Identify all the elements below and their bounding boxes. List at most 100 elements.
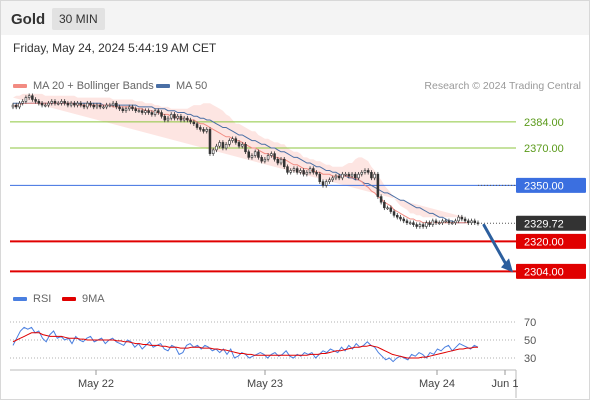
candle-body-1: [14, 104, 18, 108]
candle-body-88: [295, 168, 299, 173]
candle-body-31: [111, 102, 115, 106]
candle-body-91: [305, 172, 309, 175]
candle-body-142: [470, 220, 473, 224]
candle-body-15: [60, 101, 63, 104]
candle-body-117: [389, 207, 393, 212]
candle-body-74: [250, 155, 254, 158]
candle-body-94: [315, 172, 318, 175]
rsi-ma-legend-label: 9MA: [82, 293, 105, 305]
candle-body-56: [192, 121, 196, 125]
interval-badge[interactable]: 30 MIN: [52, 8, 105, 30]
candle-body-36: [127, 106, 131, 110]
candle-body-136: [450, 222, 454, 225]
candle-body-63: [215, 145, 218, 151]
candle-body-41: [144, 110, 147, 113]
candle-body-7: [34, 99, 37, 102]
candle-body-17: [66, 102, 70, 106]
rsi-tick-50: 50: [524, 335, 536, 347]
candle-body-99: [331, 177, 334, 181]
candle-body-78: [263, 158, 267, 162]
candle-body-96: [321, 181, 325, 186]
candle-body-47: [163, 115, 167, 121]
legend-ma50: MA 50: [156, 80, 207, 92]
candle-body-55: [189, 119, 192, 123]
candle-body-26: [95, 104, 99, 108]
candle-body-98: [328, 179, 331, 182]
key-level-label-3: 2320.00: [524, 236, 564, 248]
candle-body-93: [312, 168, 315, 173]
candle-body-58: [199, 127, 202, 130]
rsi-swatch: [13, 297, 27, 302]
candle-body-60: [205, 129, 209, 132]
candle-body-79: [266, 155, 270, 160]
candle-body-18: [69, 102, 73, 106]
key-level-label-2: 2350.00: [524, 180, 564, 192]
candle-body-29: [105, 104, 108, 108]
ma20-swatch: [13, 84, 27, 89]
header-bar: Gold 30 MIN: [1, 1, 589, 35]
candle-body-90: [302, 170, 305, 175]
candle-body-12: [50, 101, 54, 104]
candle-body-20: [76, 102, 79, 106]
candle-body-107: [357, 173, 360, 179]
candle-body-97: [324, 181, 328, 186]
candle-body-23: [86, 102, 89, 108]
candle-body-30: [108, 104, 112, 107]
x-tick-label-0: May 22: [78, 378, 114, 390]
candle-body-72: [244, 144, 247, 153]
key-level-label-0: 2384.00: [524, 117, 564, 129]
candle-body-19: [73, 102, 76, 106]
candle-body-52: [179, 115, 183, 121]
candle-body-134: [444, 220, 447, 223]
candle-body-102: [341, 173, 344, 179]
candle-body-135: [447, 220, 451, 224]
ma20-legend-label: MA 20 + Bollinger Bands: [33, 80, 154, 92]
candle-body-25: [92, 104, 95, 108]
candle-body-80: [270, 153, 273, 156]
candle-body-44: [153, 110, 157, 115]
candle-body-6: [31, 95, 34, 100]
candle-body-9: [40, 102, 44, 106]
candle-body-101: [337, 175, 341, 179]
x-tick-label-2: May 24: [419, 378, 455, 390]
candle-body-39: [137, 110, 141, 112]
candle-body-120: [399, 216, 402, 220]
candle-body-124: [412, 222, 415, 225]
candle-body-10: [44, 104, 47, 107]
candle-body-48: [166, 117, 170, 121]
candle-body-71: [241, 144, 244, 147]
candle-body-68: [231, 138, 234, 141]
candle-body-139: [460, 216, 464, 220]
candle-body-105: [350, 173, 354, 177]
candle-body-129: [428, 222, 431, 225]
candle-body-33: [118, 106, 121, 110]
candle-body-45: [157, 110, 160, 113]
candle-body-140: [463, 218, 467, 222]
candle-body-103: [344, 173, 347, 176]
candle-body-24: [89, 102, 92, 106]
x-tick-label-3: Jun 1: [492, 378, 519, 390]
ma50-swatch: [156, 84, 170, 89]
candle-body-113: [376, 173, 380, 197]
candle-body-66: [224, 144, 228, 149]
key-level-label-1: 2370.00: [524, 143, 564, 155]
rsi-tick-70: 70: [524, 317, 536, 329]
candle-body-119: [396, 214, 399, 218]
candle-body-35: [124, 108, 128, 111]
candle-body-143: [473, 220, 477, 224]
candle-body-106: [354, 173, 357, 179]
candle-body-67: [228, 140, 231, 145]
candle-body-137: [454, 220, 457, 224]
candle-body-62: [211, 149, 215, 154]
candle-body-13: [53, 101, 57, 104]
candle-body-86: [289, 170, 292, 173]
key-level-label-4: 2304.00: [524, 266, 564, 278]
ma20-line: [12, 102, 469, 224]
candle-body-89: [299, 170, 302, 173]
key-level-tag-3: [516, 233, 586, 249]
candle-body-131: [434, 220, 438, 224]
legend-rsi: RSI: [13, 293, 51, 305]
candle-body-121: [402, 218, 405, 222]
candle-body-22: [82, 104, 86, 108]
